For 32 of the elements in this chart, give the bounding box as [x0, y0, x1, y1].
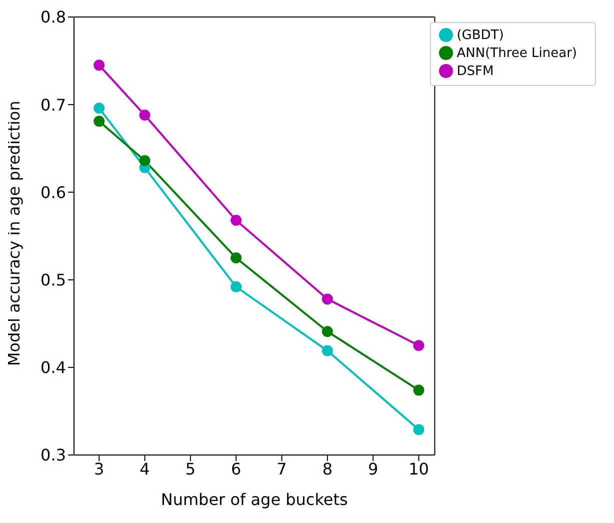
point: [139, 110, 150, 121]
legend-label: ANN(Three Linear): [456, 46, 577, 61]
x-tick-label: 8: [322, 459, 333, 478]
x-tick-label: 6: [231, 459, 242, 478]
point: [139, 155, 150, 166]
y-tick-label: 0.6: [40, 182, 66, 202]
point: [322, 326, 333, 337]
y-tick-label: 0.3: [40, 446, 66, 465]
legend-label: (GBDT): [456, 28, 504, 43]
x-tick-label: 9: [368, 459, 378, 478]
x-tick-label: 10: [408, 459, 429, 478]
y-tick-label: 0.7: [40, 95, 66, 114]
point: [94, 60, 105, 71]
point: [322, 294, 333, 305]
x-tick-label: 5: [185, 459, 196, 478]
point: [230, 281, 242, 292]
y-tick-label: 0.4: [40, 358, 66, 378]
y-tick-label: 0.5: [40, 270, 66, 290]
point: [230, 252, 242, 264]
point: [230, 214, 242, 226]
x-tick-label: 4: [140, 459, 150, 478]
legend-label: DSFM: [456, 64, 494, 79]
x-tick-label: 7: [276, 459, 287, 478]
x-axis-title: Number of age buckets: [160, 490, 348, 509]
point: [94, 116, 105, 127]
point: [413, 384, 424, 396]
point: [413, 340, 424, 351]
point: [322, 345, 333, 356]
point: [94, 102, 105, 114]
point: [413, 424, 424, 436]
y-tick-label: 0.8: [40, 8, 66, 27]
x-tick-label: 3: [94, 459, 104, 478]
